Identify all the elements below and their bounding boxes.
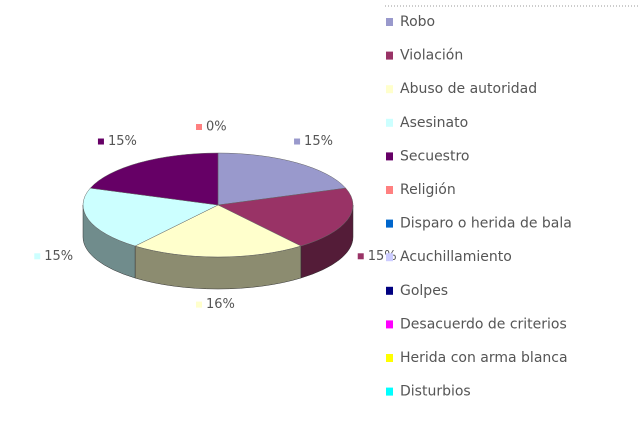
data-label: 15%: [108, 134, 137, 149]
legend-label: Desacuerdo de criterios: [400, 316, 567, 332]
legend-swatch: [386, 320, 393, 329]
legend-swatch: [386, 85, 393, 94]
data-label-marker: [97, 138, 104, 145]
legend-label: Secuestro: [400, 148, 469, 164]
legend-swatch: [386, 219, 393, 228]
slice: [134, 204, 302, 258]
data-label: 15%: [44, 249, 73, 264]
legend-swatch: [386, 286, 393, 295]
data-label: 0%: [206, 120, 227, 135]
legend-label: Asesinato: [400, 115, 468, 131]
legend-swatch: [386, 186, 393, 194]
legend-label: Violación: [400, 48, 463, 64]
legend-swatch: [386, 51, 393, 60]
legend-label: Disparo o herida de bala: [400, 216, 572, 232]
legend-label: Acuchillamiento: [400, 249, 512, 265]
legend-swatch: [386, 253, 393, 262]
legend-swatch: [386, 354, 393, 362]
data-label-marker: [196, 124, 202, 130]
slice: [217, 152, 347, 206]
legend-label: Disturbios: [400, 384, 471, 400]
legend-swatch: [386, 18, 393, 26]
slice: [89, 152, 219, 206]
legend-label: Abuso de autoridad: [400, 81, 537, 97]
legend-label: Herida con arma blanca: [400, 350, 568, 366]
legend-label: Golpes: [400, 283, 448, 299]
legend-swatch: [386, 152, 393, 161]
legend-swatch: [386, 118, 393, 127]
slice: [217, 187, 354, 247]
legend-swatch: [386, 387, 393, 396]
legend-label: Robo: [400, 14, 435, 30]
legend-label: Religión: [400, 182, 456, 198]
slice: [82, 187, 219, 247]
data-label: 15%: [304, 134, 333, 149]
data-label-marker: [294, 138, 301, 145]
data-label-marker: [196, 301, 202, 308]
data-label-marker: [357, 253, 364, 260]
data-label-marker: [34, 253, 41, 260]
data-label: 16%: [206, 297, 235, 312]
